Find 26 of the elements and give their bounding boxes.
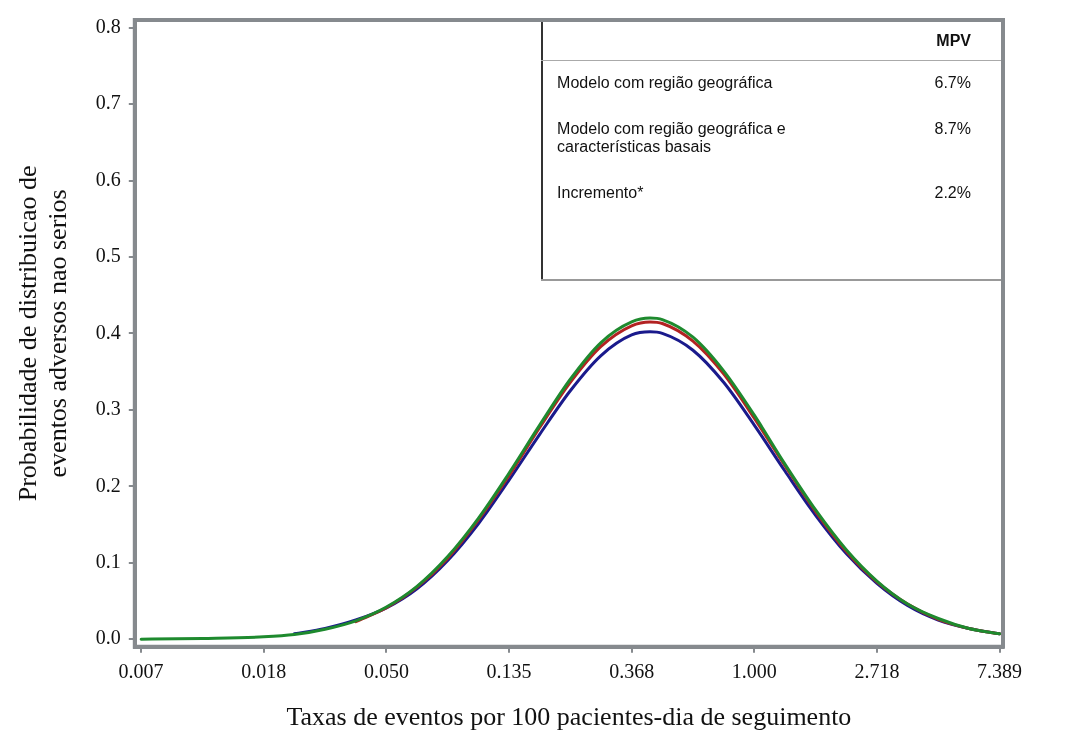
annotation: 6.7% xyxy=(934,74,971,92)
x-tick-label: 7.389 xyxy=(977,660,1023,683)
y-tick-label: 0.2 xyxy=(95,473,121,496)
annotation: Incremento* xyxy=(557,184,644,202)
annotation: Modelo com região geográfica xyxy=(557,74,773,92)
x-axis-title: Taxas de eventos por 100 pacientes-dia de seguimento xyxy=(286,702,852,732)
annotation: Modelo com região geográfica e características basais xyxy=(557,120,787,156)
y-tick-label: 0.1 xyxy=(95,549,121,572)
y-tick-label: 0.7 xyxy=(95,91,121,114)
y-tick-label: 0.8 xyxy=(95,14,121,37)
x-tick-label: 0.007 xyxy=(118,660,164,683)
y-tick-label: 0.4 xyxy=(95,320,121,343)
x-tick-label: 2.718 xyxy=(854,660,900,683)
annotation: MPV xyxy=(936,32,971,50)
x-tick-label: 1.000 xyxy=(731,660,777,683)
y-tick-label: 0.6 xyxy=(95,167,121,190)
annotation: 8.7% xyxy=(934,120,971,139)
y-axis-title: Probabilidade de distribuicao de eventos adversos nao serios xyxy=(12,165,72,502)
x-tick-label: 0.135 xyxy=(486,660,532,683)
y-tick-label: 0.0 xyxy=(95,626,121,649)
annotation: 2.2% xyxy=(934,184,971,202)
x-tick-label: 0.050 xyxy=(363,660,409,683)
x-tick-label: 0.368 xyxy=(609,660,655,683)
y-tick-label: 0.5 xyxy=(95,244,121,267)
y-tick-label: 0.3 xyxy=(95,397,121,420)
x-tick-label: 0.018 xyxy=(241,660,287,683)
